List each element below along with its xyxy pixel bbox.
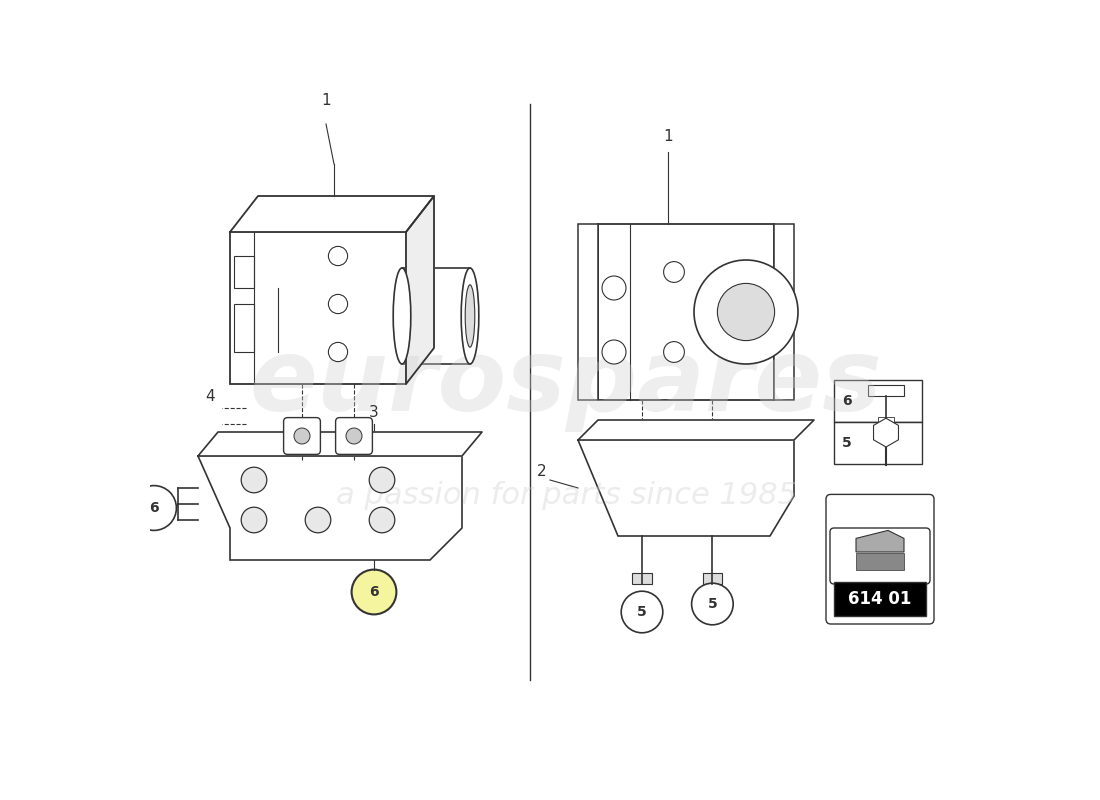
FancyBboxPatch shape [834,582,926,616]
Ellipse shape [465,285,475,347]
FancyBboxPatch shape [774,224,794,400]
Circle shape [694,260,798,364]
FancyBboxPatch shape [834,380,922,422]
Polygon shape [198,456,462,560]
Text: 1: 1 [663,129,673,144]
FancyBboxPatch shape [234,256,254,288]
FancyBboxPatch shape [703,573,722,584]
Text: 5: 5 [842,436,851,450]
Circle shape [717,283,774,341]
FancyBboxPatch shape [234,304,254,352]
Circle shape [602,340,626,364]
Polygon shape [406,196,434,384]
Circle shape [602,276,626,300]
Polygon shape [578,420,814,440]
Circle shape [352,570,396,614]
Polygon shape [856,530,904,552]
Text: 5: 5 [707,597,717,611]
Circle shape [305,507,331,533]
Circle shape [663,342,684,362]
Circle shape [663,262,684,282]
FancyBboxPatch shape [598,224,774,400]
Text: 6: 6 [150,501,158,515]
Circle shape [346,428,362,444]
FancyBboxPatch shape [834,422,922,464]
Circle shape [621,591,663,633]
Circle shape [241,507,267,533]
Text: 6: 6 [842,394,851,408]
Circle shape [241,467,267,493]
Circle shape [132,486,176,530]
Polygon shape [230,196,434,232]
Text: eurospares: eurospares [250,335,882,433]
Circle shape [329,246,348,266]
Text: 3: 3 [370,405,378,420]
FancyBboxPatch shape [284,418,320,454]
Polygon shape [198,432,482,456]
Text: 2: 2 [537,465,546,479]
Bar [402,268,470,364]
FancyBboxPatch shape [230,232,406,384]
FancyBboxPatch shape [632,573,651,584]
Text: 4: 4 [206,389,214,404]
Circle shape [329,342,348,362]
Text: a passion for parts since 1985: a passion for parts since 1985 [336,482,796,510]
Circle shape [692,583,734,625]
Text: 5: 5 [637,605,647,619]
FancyBboxPatch shape [578,224,598,400]
FancyBboxPatch shape [868,385,903,396]
FancyBboxPatch shape [856,553,904,570]
Text: 6: 6 [370,585,378,599]
Ellipse shape [393,268,410,364]
Circle shape [370,467,395,493]
Text: 614 01: 614 01 [848,590,912,608]
Circle shape [294,428,310,444]
Circle shape [370,507,395,533]
Circle shape [329,294,348,314]
Polygon shape [578,440,794,536]
Text: 1: 1 [321,93,331,108]
FancyBboxPatch shape [878,417,894,425]
Ellipse shape [461,268,478,364]
FancyBboxPatch shape [830,528,930,584]
FancyBboxPatch shape [336,418,373,454]
